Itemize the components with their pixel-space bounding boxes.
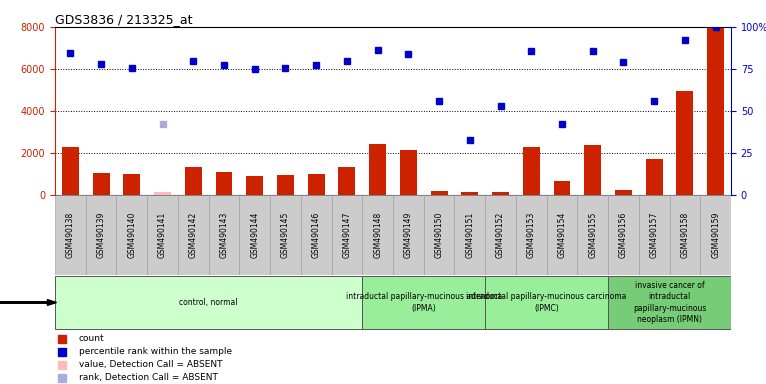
Bar	[454, 195, 485, 275]
Bar	[339, 167, 355, 195]
Text: GSM490148: GSM490148	[373, 212, 382, 258]
Bar	[676, 91, 693, 195]
Bar	[646, 159, 663, 195]
Text: GSM490147: GSM490147	[342, 212, 352, 258]
Bar	[554, 181, 571, 195]
Bar	[393, 195, 424, 275]
Bar	[178, 195, 208, 275]
Bar	[301, 195, 332, 275]
Bar	[362, 195, 393, 275]
Bar	[55, 276, 362, 329]
Bar	[516, 195, 547, 275]
Text: GSM490151: GSM490151	[465, 212, 474, 258]
Bar	[215, 172, 232, 195]
Text: GSM490146: GSM490146	[312, 212, 321, 258]
Bar	[362, 276, 485, 329]
Text: GSM490156: GSM490156	[619, 212, 628, 258]
Text: GSM490152: GSM490152	[496, 212, 505, 258]
Bar	[185, 167, 201, 195]
Text: value, Detection Call = ABSENT: value, Detection Call = ABSENT	[79, 360, 222, 369]
Bar	[523, 147, 540, 195]
Bar	[123, 174, 140, 195]
Bar	[93, 173, 110, 195]
Bar	[277, 175, 294, 195]
Text: GSM490142: GSM490142	[188, 212, 198, 258]
Text: GSM490140: GSM490140	[127, 212, 136, 258]
Text: GSM490155: GSM490155	[588, 212, 597, 258]
Bar	[461, 192, 478, 195]
Bar	[430, 191, 447, 195]
Bar	[116, 195, 147, 275]
Text: GSM490139: GSM490139	[97, 212, 106, 258]
Bar	[492, 192, 509, 195]
Bar	[239, 195, 270, 275]
Bar	[424, 195, 454, 275]
Bar	[308, 174, 325, 195]
Text: GSM490153: GSM490153	[527, 212, 535, 258]
Text: GSM490158: GSM490158	[680, 212, 689, 258]
Bar	[700, 195, 731, 275]
Bar	[608, 276, 731, 329]
Text: GSM490149: GSM490149	[404, 212, 413, 258]
Text: GSM490154: GSM490154	[558, 212, 567, 258]
Bar	[154, 192, 171, 195]
Text: percentile rank within the sample: percentile rank within the sample	[79, 347, 232, 356]
Text: GSM490143: GSM490143	[220, 212, 228, 258]
Bar	[578, 195, 608, 275]
Text: count: count	[79, 334, 104, 343]
Bar	[270, 195, 301, 275]
Bar	[332, 195, 362, 275]
Text: GSM490145: GSM490145	[281, 212, 290, 258]
Text: GSM490144: GSM490144	[250, 212, 259, 258]
Bar	[485, 195, 516, 275]
Bar	[86, 195, 116, 275]
Bar	[208, 195, 239, 275]
Text: GSM490138: GSM490138	[66, 212, 75, 258]
Bar	[55, 195, 86, 275]
Text: invasive cancer of
intraductal
papillary-mucinous
neoplasm (IPMN): invasive cancer of intraductal papillary…	[633, 281, 706, 324]
Bar	[639, 195, 669, 275]
Bar	[707, 28, 724, 195]
Text: GSM490150: GSM490150	[434, 212, 444, 258]
Bar	[485, 276, 608, 329]
Bar	[615, 190, 632, 195]
Text: control, normal: control, normal	[179, 298, 238, 307]
Bar	[547, 195, 578, 275]
Text: GSM490159: GSM490159	[711, 212, 720, 258]
Bar	[62, 147, 79, 195]
Bar	[147, 195, 178, 275]
Text: GSM490157: GSM490157	[650, 212, 659, 258]
Text: GSM490141: GSM490141	[158, 212, 167, 258]
Text: intraductal papillary-mucinous adenoma
(IPMA): intraductal papillary-mucinous adenoma (…	[345, 293, 502, 313]
Bar	[584, 145, 601, 195]
Bar	[400, 150, 417, 195]
Text: rank, Detection Call = ABSENT: rank, Detection Call = ABSENT	[79, 373, 218, 382]
Bar	[608, 195, 639, 275]
Text: GDS3836 / 213325_at: GDS3836 / 213325_at	[55, 13, 192, 26]
Bar	[247, 176, 264, 195]
Text: intraductal papillary-mucinous carcinoma
(IPMC): intraductal papillary-mucinous carcinoma…	[466, 293, 627, 313]
Bar	[369, 144, 386, 195]
Bar	[669, 195, 700, 275]
